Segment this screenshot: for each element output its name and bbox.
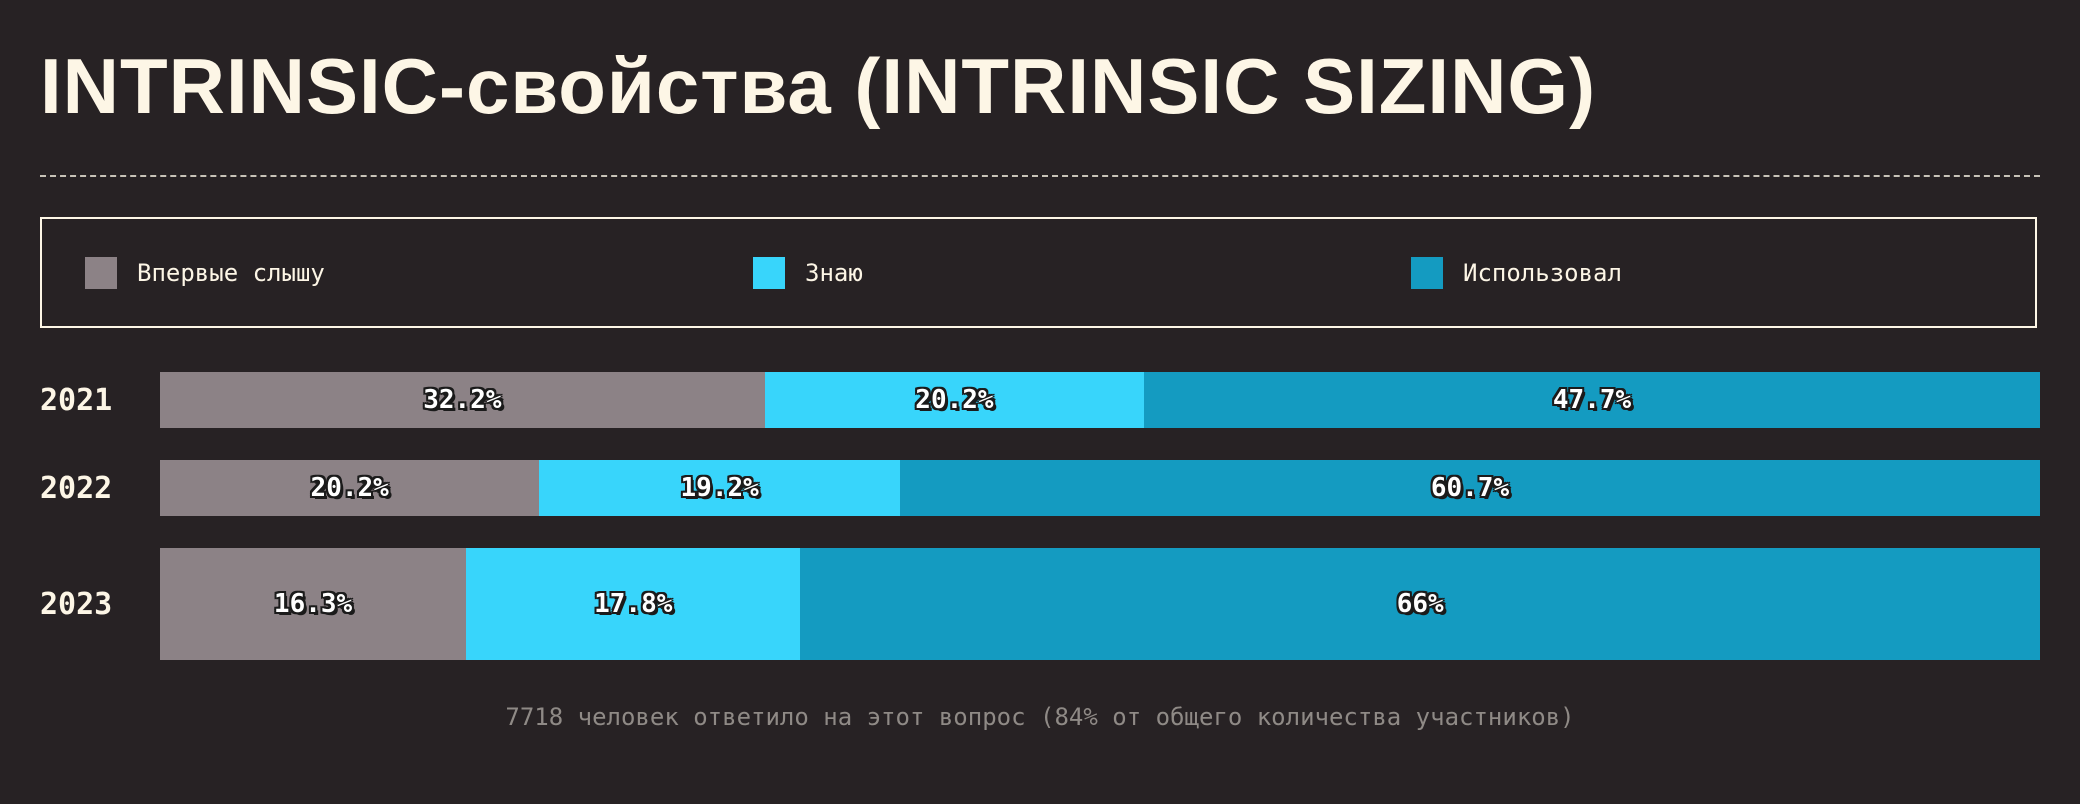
- bar-segment-2023-used: 66%: [800, 548, 2040, 660]
- data-label-2022-know: 19.2%: [680, 473, 759, 503]
- bar-segment-2021-know: 20.2%: [764, 372, 1145, 428]
- bar-segment-2022-know: 19.2%: [539, 460, 900, 516]
- data-label-2021-know: 20.2%: [915, 385, 994, 415]
- legend-swatch-used: [1411, 256, 1443, 289]
- legend-label-never-heard: Впервые слышу: [137, 258, 325, 287]
- year-label-2023: 2023: [40, 586, 113, 622]
- data-label-2022-never-heard: 20.2%: [310, 473, 389, 503]
- bar-row-2022: 20.2% 19.2% 60.7%: [160, 460, 2040, 516]
- legend-label-used: Использовал: [1463, 258, 1622, 287]
- data-label-2022-used: 60.7%: [1430, 473, 1510, 503]
- legend-label-know: Знаю: [805, 258, 863, 287]
- bar-segment-2021-used: 47.7%: [1144, 372, 2040, 428]
- bar-segment-2023-know: 17.8%: [466, 548, 801, 660]
- data-label-2023-know: 17.8%: [594, 589, 673, 619]
- bar-segment-2022-never-heard: 20.2%: [160, 460, 540, 516]
- bar-row-2021: 32.2% 20.2% 47.7%: [160, 372, 2040, 428]
- chart-title: INTRINSIC-свойства (INTRINSIC SIZING): [40, 42, 1597, 130]
- year-label-2021: 2021: [40, 382, 113, 418]
- legend-item-know: Знаю: [753, 219, 863, 326]
- bar-segment-2023-never-heard: 16.3%: [160, 548, 467, 660]
- data-label-2023-never-heard: 16.3%: [273, 589, 353, 619]
- bar-segment-2021-never-heard: 32.2%: [160, 372, 765, 428]
- chart-legend: Впервые слышу Знаю Использовал: [40, 217, 2037, 328]
- legend-swatch-know: [753, 256, 785, 289]
- legend-item-used: Использовал: [1411, 219, 1622, 326]
- dashed-divider: [40, 175, 2040, 177]
- legend-item-never-heard: Впервые слышу: [85, 219, 325, 326]
- bar-segment-2022-used: 60.7%: [899, 460, 2040, 516]
- data-label-2021-used: 47.7%: [1552, 385, 1632, 415]
- data-label-2021-never-heard: 32.2%: [423, 385, 502, 415]
- data-label-2023-used: 66%: [1396, 589, 1444, 619]
- respondents-footnote: 7718 человек ответило на этот вопрос (84…: [505, 703, 1575, 731]
- year-label-2022: 2022: [40, 470, 113, 506]
- legend-swatch-never-heard: [85, 256, 117, 289]
- bar-row-2023: 16.3% 17.8% 66%: [160, 548, 2040, 660]
